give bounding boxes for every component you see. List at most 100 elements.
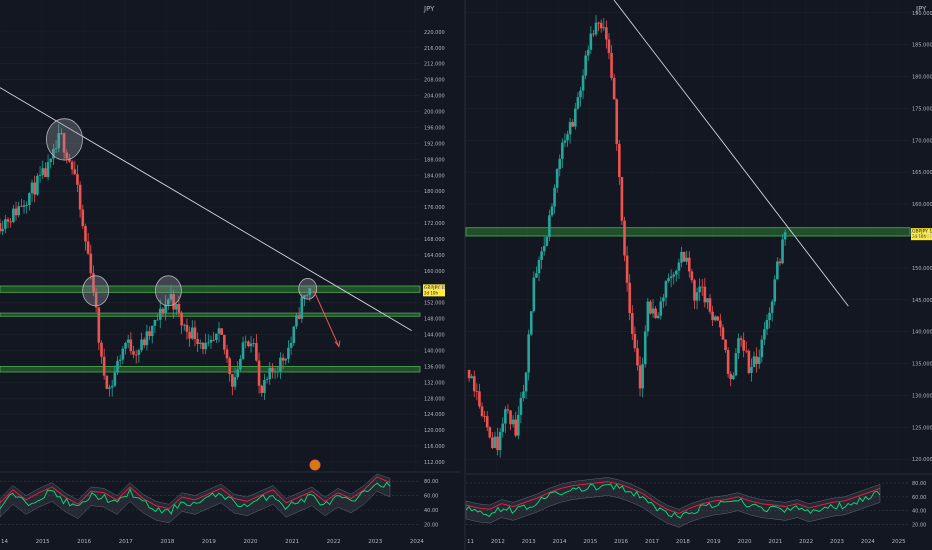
candle-body <box>586 49 590 56</box>
candle-body <box>566 134 569 141</box>
candle-body <box>607 39 611 53</box>
candle-body <box>630 313 634 335</box>
candle-body <box>563 140 567 143</box>
event-flag-icon <box>309 459 321 471</box>
candle-body <box>739 338 743 340</box>
candle-body <box>73 169 77 175</box>
osc-tick-label: 60.00 <box>424 494 438 500</box>
candle-body <box>685 257 688 262</box>
candle-body <box>763 329 766 340</box>
candle-body <box>190 327 194 339</box>
candle-body <box>475 391 479 392</box>
candle-body <box>669 276 673 279</box>
candle-body <box>38 174 42 176</box>
x-tick-label: 2025 <box>892 539 906 545</box>
candle-body <box>231 374 234 387</box>
candle-body <box>765 319 769 330</box>
y-tick-label: 124.000 <box>424 412 445 418</box>
x-tick-label: 2017 <box>119 539 133 545</box>
candle-body <box>276 371 280 373</box>
candle-body <box>257 360 261 386</box>
candle-body <box>233 377 237 387</box>
candle-body <box>225 349 229 359</box>
candle-body <box>177 304 181 313</box>
candle-body <box>737 338 740 354</box>
osc-main-line <box>465 483 881 519</box>
y-tick-label: 145.000 <box>912 298 932 304</box>
candle-body <box>755 356 758 365</box>
candle-body <box>548 215 551 237</box>
candle-body <box>721 327 725 340</box>
x-tick-label: 2024 <box>861 539 875 545</box>
candle-body <box>537 259 541 274</box>
candle-body <box>174 304 178 310</box>
x-tick-label: 2015 <box>36 539 50 545</box>
price-label-bg <box>911 228 932 241</box>
candle-body <box>511 419 515 425</box>
y-tick-label: 164.000 <box>424 253 445 259</box>
candle-body <box>716 316 720 321</box>
candle-body <box>729 374 733 380</box>
candle-body <box>747 350 751 373</box>
candle-body <box>517 414 520 436</box>
candle-body <box>94 292 98 308</box>
right-candles <box>467 15 787 458</box>
highlight-circle <box>46 118 83 161</box>
candle-body <box>491 437 494 448</box>
candle-body <box>599 22 603 29</box>
candle-body <box>297 315 301 319</box>
candle-body <box>561 142 564 159</box>
candle-body <box>22 205 26 207</box>
candle-body <box>501 423 505 432</box>
candle-body <box>498 431 502 451</box>
candle-body <box>292 326 296 343</box>
candle-body <box>182 324 186 326</box>
candle-body <box>597 22 600 24</box>
candle-body <box>594 22 598 35</box>
y-tick-label: 176.000 <box>424 205 445 211</box>
candle-body <box>703 286 707 303</box>
candle-body <box>744 350 748 352</box>
sr-zone <box>0 312 421 317</box>
candle-body <box>148 331 151 337</box>
candle-body <box>199 342 202 345</box>
y-tick-label: 135.000 <box>912 362 932 368</box>
highlight-circle <box>155 275 182 307</box>
y-tick-label: 140.000 <box>424 349 445 355</box>
osc-main-line <box>0 481 391 515</box>
candle-body <box>14 208 18 216</box>
candle-body <box>750 367 753 373</box>
y-tick-label: 148.000 <box>424 317 445 323</box>
candle-body <box>89 253 93 274</box>
price-label-countdown: 2d 10h <box>912 234 926 239</box>
candle-body <box>295 315 298 327</box>
candle-body <box>504 409 507 424</box>
price-label-countdown: 2d 10h <box>424 290 438 295</box>
x-tick-label: 2018 <box>676 539 690 545</box>
y-tick-label: 180.000 <box>912 75 932 81</box>
candle-body <box>201 342 205 350</box>
candle-body <box>124 342 127 349</box>
candle-body <box>467 369 471 379</box>
candle-body <box>265 379 269 381</box>
candle-body <box>700 286 704 288</box>
candle-body <box>643 331 647 365</box>
candle-body <box>36 175 39 195</box>
candle-body <box>618 143 621 178</box>
candle-body <box>100 342 103 357</box>
price-label-text: GBPJPY 155.592 <box>424 285 460 291</box>
y-tick-label: 112.000 <box>424 460 445 466</box>
candle-body <box>592 33 595 35</box>
y-tick-label: 184.000 <box>424 173 445 179</box>
candle-body <box>638 365 642 389</box>
candle-body <box>76 174 79 185</box>
trendline <box>613 0 849 307</box>
x-tick-label: 2018 <box>160 539 174 545</box>
candle-body <box>605 27 608 40</box>
candle-body <box>300 297 304 319</box>
osc-tick-label: 20.00 <box>424 522 438 528</box>
